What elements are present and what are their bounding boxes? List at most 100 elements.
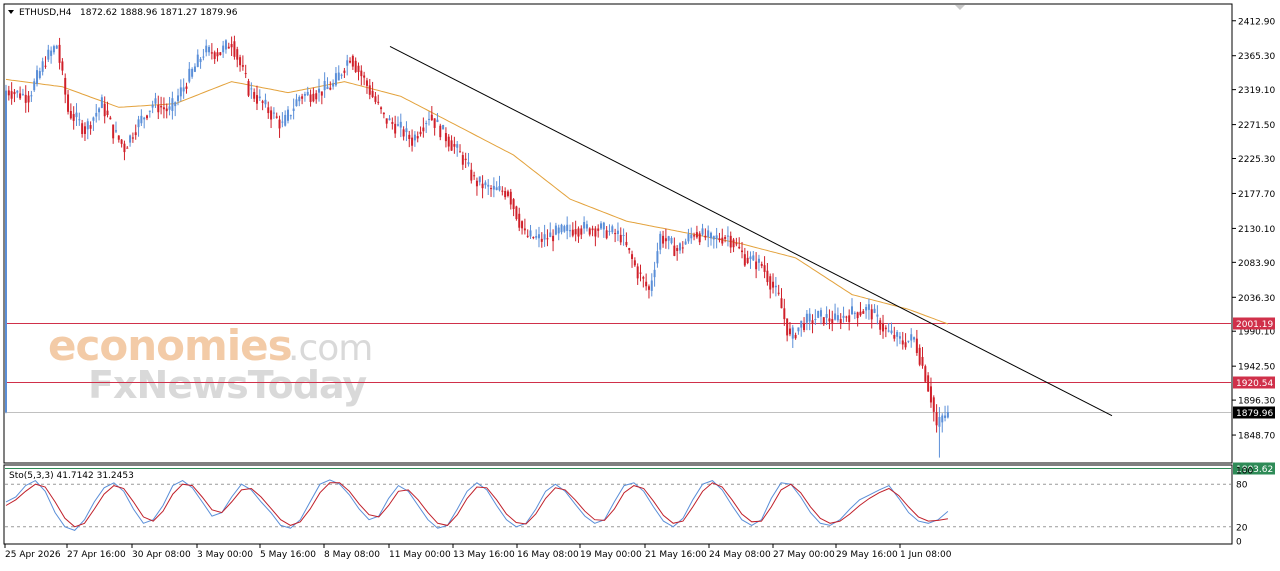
candle-body (103, 103, 106, 117)
candle-body (191, 68, 194, 77)
candle-body (619, 234, 622, 243)
price-tick-label: 2177.70 (1238, 190, 1275, 200)
symbol-menu-arrow-icon[interactable] (8, 10, 14, 14)
candle-body (326, 86, 329, 89)
candle-body (574, 229, 577, 235)
price-tick-label: 2319.10 (1238, 86, 1275, 96)
candle-body (571, 229, 574, 236)
candle-body (670, 237, 673, 244)
trendline[interactable] (389, 45, 1113, 417)
candle-body (504, 191, 507, 198)
candle-body (368, 85, 371, 95)
candle-body (411, 137, 414, 146)
candle-body (388, 118, 391, 121)
candle-body (64, 77, 67, 95)
price-tick-label: 1848.70 (1238, 432, 1275, 442)
candle-body (865, 306, 868, 311)
candle-body (811, 320, 814, 324)
level-tag (1233, 406, 1275, 419)
candle-body (924, 366, 927, 382)
price-tick-label: 1942.50 (1238, 363, 1275, 373)
price-tick-label: 2225.30 (1238, 155, 1275, 165)
candle-body (306, 91, 309, 96)
price-tick-label: 2130.10 (1238, 225, 1275, 235)
candle-body (244, 73, 247, 75)
candle-body (117, 135, 120, 140)
candle-body (783, 308, 786, 320)
candle-body (301, 96, 304, 99)
candle-body (162, 107, 165, 110)
candle-body (289, 115, 292, 117)
candle-body (746, 257, 749, 263)
candle-body (803, 323, 806, 331)
candle-body (797, 327, 800, 332)
candle-body (405, 128, 408, 133)
candle-body (611, 226, 614, 233)
candle-body (543, 234, 546, 240)
candle-body (467, 162, 470, 165)
candle-body (591, 228, 594, 231)
time-tick-label: 25 Apr 2026 (5, 550, 61, 560)
candle-body (399, 121, 402, 128)
candle-body (83, 126, 86, 134)
candle-body (360, 70, 363, 77)
candle-body (21, 93, 24, 95)
candle-body (642, 277, 645, 279)
candle-body (329, 87, 332, 90)
time-tick-label: 27 May 00:00 (773, 550, 835, 560)
candle-body (7, 90, 10, 96)
watermark-brand-suffix: .com (288, 328, 372, 369)
candle-body (481, 183, 484, 189)
candle-body (236, 49, 239, 60)
candle-body (188, 68, 191, 82)
candle-body (913, 337, 916, 340)
candlesticks (5, 35, 949, 458)
candle-body (408, 134, 411, 140)
candle-body (365, 80, 368, 86)
price-tick-label: 2365.30 (1238, 52, 1275, 62)
candle-body (594, 228, 597, 237)
candle-body (67, 94, 70, 112)
stoch-signal-line (5, 482, 948, 528)
candle-body (817, 310, 820, 318)
level-tag (1233, 317, 1275, 330)
time-tick-label: 3 May 00:00 (197, 550, 253, 560)
candle-body (131, 137, 134, 139)
candle-body (78, 119, 81, 121)
candle-body (695, 232, 698, 238)
candle-body (870, 309, 873, 320)
candle-body (439, 125, 442, 138)
candle-body (267, 107, 270, 114)
candle-body (464, 158, 467, 161)
candle-body (292, 108, 295, 112)
candle-body (143, 117, 146, 120)
chart-shift-marker-icon[interactable] (955, 5, 965, 10)
candle-body (239, 57, 242, 66)
ma-line (5, 78, 949, 325)
candle-body (879, 320, 882, 330)
candle-body (935, 412, 938, 426)
candle-body (264, 99, 267, 105)
candle-body (253, 92, 256, 99)
moving-average (5, 78, 949, 325)
candle-body (938, 417, 941, 427)
time-tick-label: 1 Jun 08:00 (900, 550, 952, 560)
candle-body (901, 340, 904, 345)
candle-body (433, 118, 436, 128)
candle-body (839, 319, 842, 324)
candle-body (284, 114, 287, 126)
candle-body (929, 386, 932, 403)
candle-body (419, 131, 422, 135)
indicator-tick-label: 0 (1236, 538, 1242, 548)
candle-body (100, 97, 103, 108)
candle-body (743, 254, 746, 266)
candle-body (540, 238, 543, 242)
candle-body (600, 223, 603, 229)
candle-body (27, 95, 30, 103)
price-tick-label: 2412.90 (1238, 17, 1275, 27)
candle-body (523, 228, 526, 231)
candle-body (134, 132, 137, 136)
candle-body (126, 147, 129, 149)
